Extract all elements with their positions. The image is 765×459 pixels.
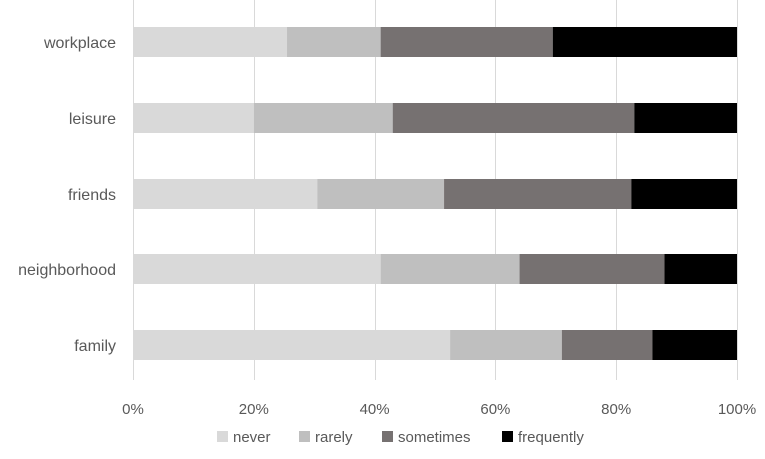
x-tick-labels: 0% 20% 40% 60% 80% 100% [122, 401, 756, 418]
legend-item-rarely: rarely [299, 429, 353, 446]
category-label-neighborhood: neighborhood [18, 262, 116, 279]
legend-swatch-never [217, 431, 228, 442]
x-tick-label-80: 80% [601, 401, 631, 418]
bar-neighborhood-sometimes [519, 254, 665, 284]
bar-family-sometimes [561, 330, 653, 360]
bar-friends-sometimes [444, 179, 632, 209]
category-label-leisure: leisure [69, 111, 116, 128]
category-label-workplace: workplace [43, 35, 116, 52]
bar-workplace-frequently [552, 27, 737, 57]
legend-label-rarely: rarely [315, 429, 353, 446]
bar-leisure-frequently [634, 103, 737, 133]
bar-family-rarely [450, 330, 562, 360]
legend-swatch-rarely [299, 431, 310, 442]
bar-family-frequently [652, 330, 737, 360]
category-labels: workplace leisure friends neighborhood famil… [18, 35, 116, 355]
bar-friends-never [133, 179, 318, 209]
legend-item-never: never [217, 429, 271, 446]
bar-friends-rarely [317, 179, 445, 209]
bar-workplace-rarely [287, 27, 381, 57]
x-tick-label-20: 20% [239, 401, 269, 418]
legend-item-sometimes: sometimes [382, 429, 471, 446]
legend-swatch-frequently [502, 431, 513, 442]
bar-workplace-sometimes [380, 27, 553, 57]
bar-friends-frequently [631, 179, 737, 209]
bar-neighborhood-frequently [664, 254, 737, 284]
bars [133, 27, 737, 360]
legend-label-frequently: frequently [518, 429, 584, 446]
x-tick-label-100: 100% [718, 401, 756, 418]
bar-family-never [133, 330, 451, 360]
bar-neighborhood-never [133, 254, 381, 284]
x-tick-label-60: 60% [480, 401, 510, 418]
bar-leisure-never [133, 103, 254, 133]
bar-workplace-never [133, 27, 288, 57]
legend-label-never: never [233, 429, 271, 446]
x-tick-label-0: 0% [122, 401, 144, 418]
bar-leisure-rarely [253, 103, 393, 133]
legend-item-frequently: frequently [502, 429, 584, 446]
legend: never rarely sometimes frequently [217, 429, 584, 446]
legend-swatch-sometimes [382, 431, 393, 442]
bar-leisure-sometimes [392, 103, 635, 133]
category-label-friends: friends [68, 187, 116, 204]
bar-neighborhood-rarely [380, 254, 520, 284]
legend-label-sometimes: sometimes [398, 429, 471, 446]
category-label-family: family [74, 338, 116, 355]
x-tick-label-40: 40% [360, 401, 390, 418]
